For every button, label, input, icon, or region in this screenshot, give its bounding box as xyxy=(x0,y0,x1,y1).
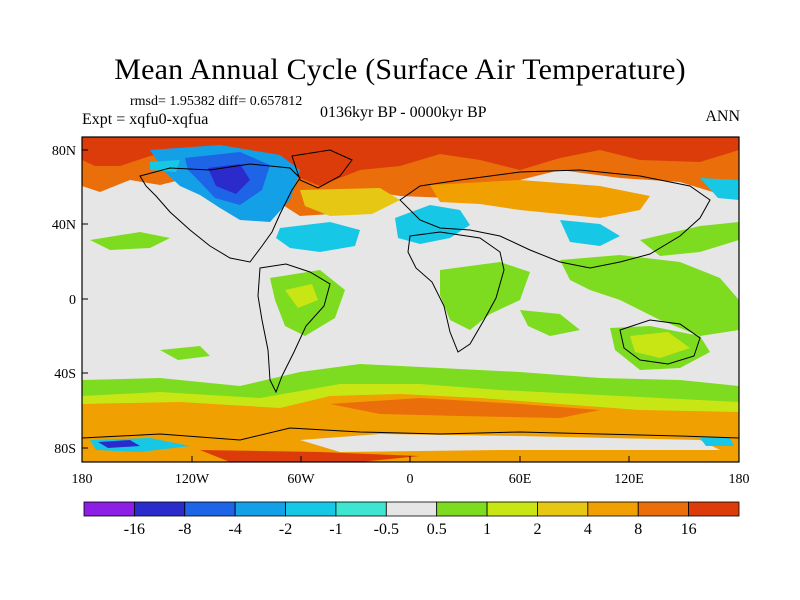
anomaly-region xyxy=(330,398,600,418)
anomaly-region xyxy=(98,440,140,448)
coastline-north-america xyxy=(139,163,301,263)
colorbar-swatch xyxy=(83,501,135,517)
colorbar-label: -16 xyxy=(124,521,145,538)
lat-label: 0 xyxy=(69,293,76,308)
colorbar-label: 8 xyxy=(634,521,642,538)
colorbar-swatch xyxy=(688,501,740,517)
colorbar-label: 0.5 xyxy=(427,521,447,538)
colorbar-swatch xyxy=(537,501,589,517)
period-label: 0136kyr BP - 0000kyr BP xyxy=(320,104,487,121)
colorbar-swatch xyxy=(234,501,286,517)
lon-label: 0 xyxy=(407,472,414,487)
colorbar-label: -2 xyxy=(279,521,292,538)
anomaly-region xyxy=(276,222,360,252)
colorbar-swatch xyxy=(285,501,337,517)
lon-label: 180 xyxy=(729,472,750,487)
longitude-labels: 180 120W 60W 0 60E 120E 180 xyxy=(72,472,750,487)
colorbar-swatch xyxy=(335,501,387,517)
colorbar-swatch xyxy=(385,501,438,517)
lat-label: 80N xyxy=(52,144,76,159)
lon-label: 120E xyxy=(614,472,644,487)
anomaly-region xyxy=(160,346,210,360)
lat-label: 40N xyxy=(52,218,76,233)
coastline-africa xyxy=(407,231,505,353)
coastline-antarctica xyxy=(82,427,739,441)
latitude-labels: 80N 40N 0 40S 80S xyxy=(52,144,76,457)
colorbar-swatch xyxy=(184,501,236,517)
chart-title: Mean Annual Cycle (Surface Air Temperatu… xyxy=(114,53,686,86)
coastline-greenland xyxy=(291,149,353,189)
colorbar-label: 16 xyxy=(681,521,697,538)
lon-label: 180 xyxy=(72,472,93,487)
colorbar-label: -4 xyxy=(228,521,241,538)
colorbar-label: 1 xyxy=(483,521,491,538)
anomaly-region xyxy=(82,394,739,440)
lat-label: 80S xyxy=(54,442,76,457)
anomaly-region xyxy=(560,255,739,336)
map-plot-area xyxy=(82,137,739,462)
colorbar-swatch xyxy=(587,501,639,517)
lon-label: 60E xyxy=(509,472,532,487)
latitude-axis xyxy=(82,149,88,449)
season-label: ANN xyxy=(705,108,740,125)
lat-label: 40S xyxy=(54,367,76,382)
anomaly-region xyxy=(300,434,720,452)
anomaly-region xyxy=(520,310,580,336)
anomaly-region xyxy=(700,438,734,446)
anomaly-region xyxy=(700,178,739,200)
lon-label: 120W xyxy=(175,472,210,487)
anomaly-region xyxy=(300,188,400,216)
anomaly-region xyxy=(200,450,420,462)
colorbar-swatch xyxy=(637,501,690,517)
rmsd-diff-stats: rmsd= 1.95382 diff= 0.657812 xyxy=(130,94,303,109)
anomaly-region xyxy=(90,232,170,250)
anomaly-region xyxy=(630,332,690,358)
lon-label: 60W xyxy=(287,472,315,487)
colorbar-swatch xyxy=(133,501,186,517)
colorbar-label: 4 xyxy=(584,521,592,538)
colorbar-label: 2 xyxy=(533,521,541,538)
coastlines xyxy=(82,149,739,441)
colorbar-swatch xyxy=(436,501,488,517)
anomaly-region xyxy=(150,160,180,172)
anomaly-field xyxy=(82,137,739,462)
colorbar-label: -0.5 xyxy=(374,521,399,538)
anomaly-region xyxy=(560,220,620,246)
anomaly-region xyxy=(430,180,650,218)
coastline-australia xyxy=(619,319,701,365)
colorbar: -16 -8 -4 -2 -1 -0.5 0.5 1 2 4 8 16 xyxy=(83,501,740,538)
anomaly-region xyxy=(285,284,318,308)
experiment-label: Expt = xqfu0-xqfua xyxy=(82,111,209,128)
colorbar-label: -1 xyxy=(329,521,342,538)
coastline-south-america xyxy=(257,263,331,394)
anomaly-region xyxy=(82,137,739,186)
anomaly-region xyxy=(640,222,739,256)
anomaly-region xyxy=(440,262,530,330)
coastline-eurasia xyxy=(399,169,711,269)
colorbar-swatch xyxy=(486,501,538,517)
longitude-axis xyxy=(81,456,740,462)
colorbar-label: -8 xyxy=(178,521,191,538)
anomaly-region xyxy=(208,164,250,194)
